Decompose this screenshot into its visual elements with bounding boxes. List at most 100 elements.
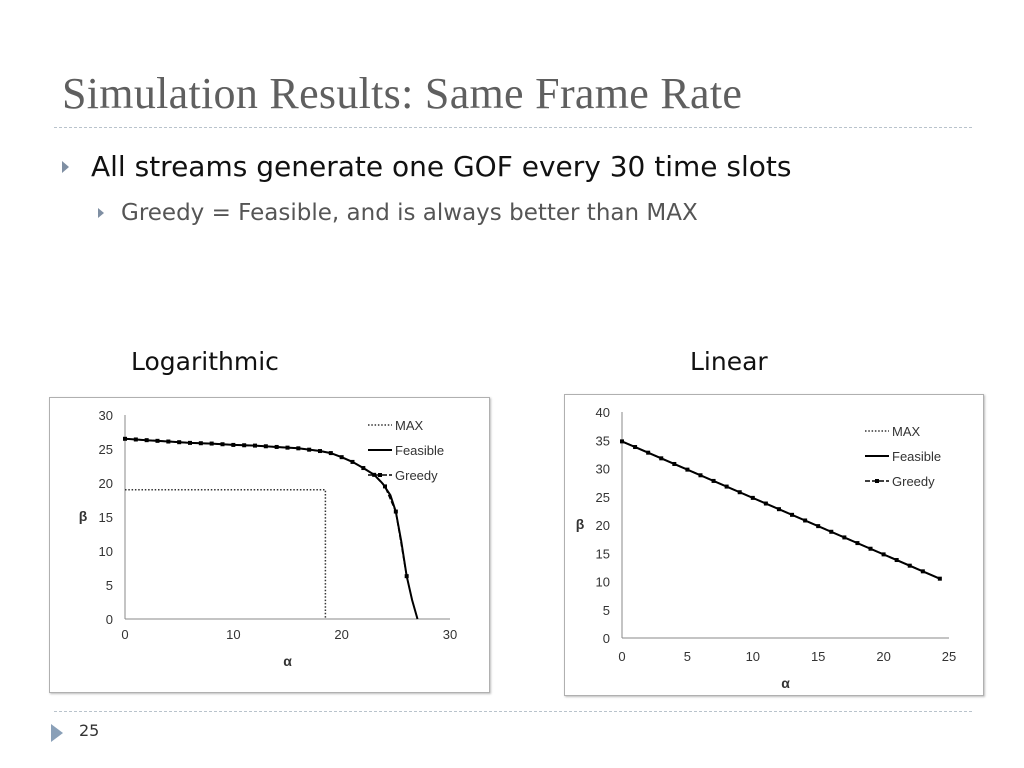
data-point-greedy <box>242 443 247 448</box>
data-point-greedy <box>646 450 651 455</box>
data-point-greedy <box>659 456 664 461</box>
data-point-greedy <box>274 444 279 449</box>
legend-label-max: MAX <box>892 424 921 439</box>
x-tick-label: 30 <box>443 627 457 642</box>
x-tick-label: 10 <box>746 649 760 664</box>
y-tick-label: 0 <box>106 612 113 627</box>
x-tick-label: 10 <box>226 627 240 642</box>
y-axis-label: β <box>79 508 88 524</box>
chart-logarithmic: 0 5 10 15 20 25 30 0 10 20 30 α β MAX Feasible Greedy <box>49 397 490 693</box>
data-point-greedy <box>868 546 873 551</box>
y-tick-label: 0 <box>603 631 610 646</box>
legend-label-feasible: Feasible <box>892 449 941 464</box>
data-point-greedy <box>816 524 821 529</box>
data-point-greedy <box>881 552 886 557</box>
series-line-greedy <box>124 438 408 577</box>
y-tick-label: 25 <box>99 442 113 457</box>
y-tick-label: 30 <box>596 462 610 477</box>
bullet-triangle-icon <box>62 160 69 173</box>
data-point-greedy <box>937 576 942 581</box>
data-point-greedy <box>763 501 768 506</box>
y-tick-label: 25 <box>596 490 610 505</box>
data-point-greedy <box>123 436 127 441</box>
data-point-greedy <box>383 484 387 489</box>
x-tick-label: 0 <box>121 627 128 642</box>
data-point-greedy <box>318 449 322 454</box>
chart-linear-svg: 0 5 10 15 20 25 30 35 40 0 5 10 15 20 25 α β MAX Feasible G… <box>576 405 957 691</box>
legend-label-max: MAX <box>395 418 424 433</box>
y-tick-label: 20 <box>99 476 113 491</box>
legend-label-feasible: Feasible <box>395 443 444 458</box>
data-point-greedy <box>328 451 333 456</box>
x-tick-label: 0 <box>618 649 625 664</box>
data-point-greedy <box>209 441 214 446</box>
data-point-greedy <box>350 459 355 464</box>
legend-marker-greedy <box>378 473 382 477</box>
data-point-greedy <box>803 518 808 523</box>
y-tick-label: 10 <box>596 575 610 590</box>
data-point-greedy <box>155 438 160 443</box>
x-axis-label: α <box>283 653 292 669</box>
data-point-greedy <box>737 490 742 495</box>
data-point-greedy <box>698 473 703 478</box>
data-point-greedy <box>144 438 149 443</box>
data-point-greedy <box>296 446 301 451</box>
data-point-greedy <box>393 509 398 514</box>
legend-label-greedy: Greedy <box>892 474 935 489</box>
chart-caption-linear: Linear <box>690 347 768 376</box>
data-point-greedy <box>404 574 409 579</box>
data-point-greedy <box>790 512 795 517</box>
series-line-max <box>125 489 327 619</box>
y-tick-label: 30 <box>99 408 113 423</box>
data-point-greedy <box>894 558 899 563</box>
data-point-greedy <box>724 484 729 489</box>
data-point-greedy <box>372 472 377 477</box>
data-point-greedy <box>198 441 203 446</box>
slide-number: 25 <box>79 721 100 740</box>
y-tick-label: 35 <box>596 433 610 448</box>
data-point-greedy <box>166 439 171 444</box>
x-tick-label: 25 <box>942 649 956 664</box>
y-tick-label: 20 <box>596 518 610 533</box>
bullet-level-1: All streams generate one GOF every 30 ti… <box>62 150 791 183</box>
slide-title: Simulation Results: Same Frame Rate <box>62 69 743 118</box>
data-point-greedy <box>633 445 638 450</box>
data-point-greedy <box>188 440 192 445</box>
data-point-greedy <box>685 467 690 472</box>
data-point-greedy <box>339 455 344 460</box>
data-point-greedy <box>285 445 290 450</box>
data-point-greedy <box>133 437 138 442</box>
chart-linear: 0 5 10 15 20 25 30 35 40 0 5 10 15 20 25 α β MAX Feasible G… <box>564 394 984 696</box>
data-point-greedy <box>672 461 677 466</box>
bullet-level-2: Greedy = Feasible, and is always better … <box>98 200 698 226</box>
title-divider <box>54 127 972 128</box>
data-point-greedy <box>361 466 366 471</box>
chart-logarithmic-svg: 0 5 10 15 20 25 30 0 10 20 30 α β MAX Feasible Greedy <box>79 408 458 669</box>
data-point-greedy <box>307 447 312 452</box>
y-tick-label: 15 <box>99 510 113 525</box>
bullet-text: All streams generate one GOF every 30 ti… <box>91 150 792 183</box>
legend-label-greedy: Greedy <box>395 468 438 483</box>
y-tick-label: 15 <box>596 546 610 561</box>
data-point-greedy <box>177 440 182 445</box>
y-tick-label: 5 <box>106 578 113 593</box>
x-tick-label: 20 <box>334 627 348 642</box>
bullet-triangle-icon <box>98 208 104 218</box>
footer-divider <box>54 711 972 712</box>
x-tick-label: 5 <box>684 649 691 664</box>
y-axis-label: β <box>576 516 585 532</box>
data-point-greedy <box>263 444 268 449</box>
data-point-greedy <box>776 507 781 512</box>
y-tick-label: 10 <box>99 544 113 559</box>
x-tick-label: 20 <box>876 649 890 664</box>
data-point-greedy <box>920 569 925 574</box>
data-point-greedy <box>711 478 716 483</box>
series-line-feasible <box>124 437 419 620</box>
data-point-greedy <box>220 442 225 447</box>
data-point-greedy <box>620 439 624 444</box>
data-point-greedy <box>231 442 236 447</box>
data-point-greedy <box>750 495 755 500</box>
data-point-greedy <box>253 443 257 448</box>
data-point-greedy <box>829 529 834 534</box>
slide-number-triangle-icon <box>51 724 63 742</box>
